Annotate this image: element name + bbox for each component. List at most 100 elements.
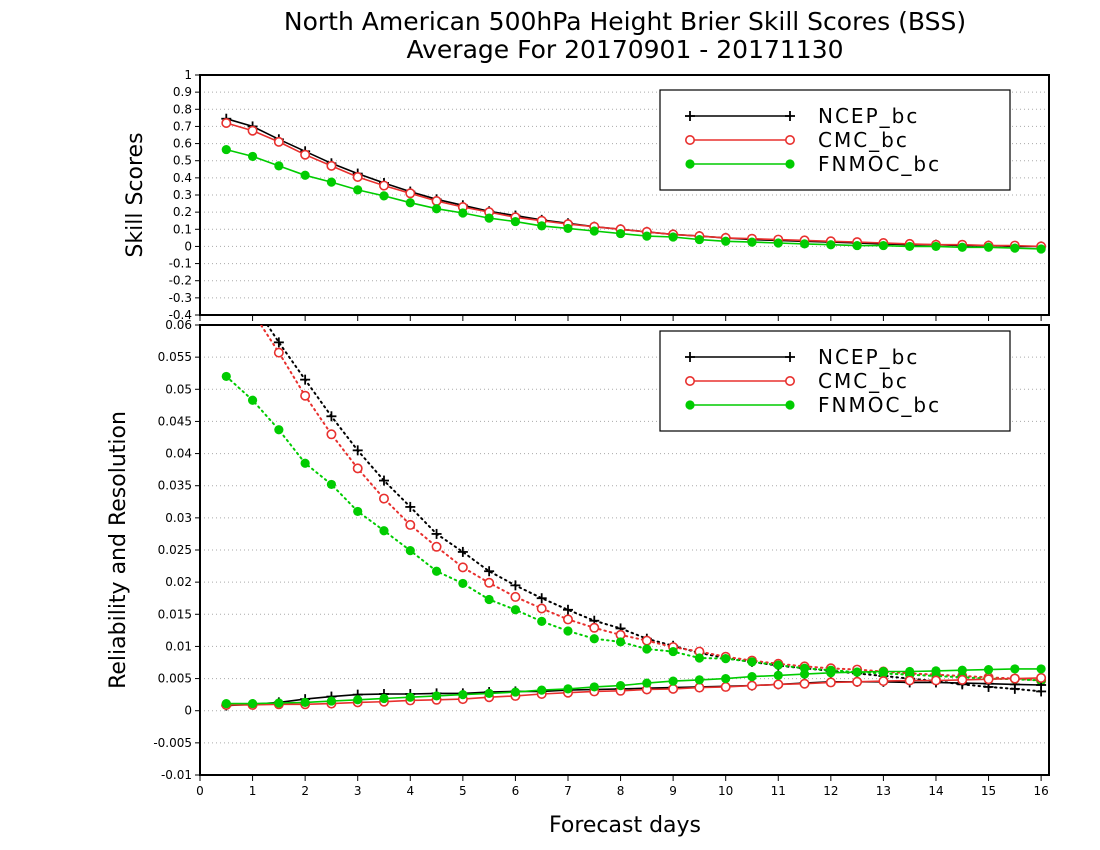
top-y-tick-label: 0.4 — [173, 171, 192, 185]
bottom-data-point-CMC_bc — [431, 541, 442, 552]
bottom-data-point-FNMOC_bc — [721, 654, 731, 664]
chart-title-line1: North American 500hPa Height Brier Skill… — [284, 7, 966, 36]
bottom-data-point-NCEP_bc — [484, 566, 495, 577]
bottom-data-point-FNMOC_bc — [484, 594, 494, 605]
bottom-legend-item-CMC_bc: CMC_bc — [684, 369, 907, 393]
bottom-data-point-FNMOC_bc — [852, 667, 862, 677]
x-tick-label: 8 — [617, 784, 625, 798]
bottom-data-point-CMC_bc — [904, 675, 915, 686]
bottom-legend-item-FNMOC_bc: FNMOC_bc — [685, 393, 939, 417]
top-y-tick-label: -0.3 — [169, 291, 192, 305]
skill-score-panel: -0.4 -0.3 -0.2 -0.1 0 0.1 0.2 0.3 0.4 0.5 0.6 0.7 0.… — [169, 68, 1050, 322]
bottom-series-group — [221, 325, 1047, 711]
top-data-point-FNMOC_bc — [694, 234, 705, 245]
bottom-data-point-FNMOC_bc — [274, 425, 284, 435]
x-tick-label: 12 — [823, 784, 838, 798]
bottom-data-point-FNMOC_bc — [563, 684, 573, 694]
top-data-point-CMC_bc — [431, 196, 442, 207]
bottom-data-point-FNMOC_bc — [1010, 664, 1020, 674]
top-y-tick-label: 0.9 — [173, 85, 192, 99]
x-tick-label: 14 — [928, 784, 943, 798]
top-y-tick-label: -0.1 — [169, 257, 192, 271]
top-y-tick-label: 0.5 — [173, 154, 192, 168]
bottom-series-line-FNMOC_bc — [225, 375, 1043, 682]
bottom-data-point-CMC_bc — [405, 519, 416, 530]
bottom-data-point-CMC_bc — [562, 614, 573, 625]
bottom-data-point-FNMOC_bc — [747, 672, 757, 682]
top-y-tick-label: -0.2 — [169, 274, 192, 288]
top-data-point-FNMOC_bc — [1010, 243, 1020, 253]
bottom-data-point-FNMOC_bc — [747, 657, 757, 667]
bottom-data-point-FNMOC_bc — [221, 699, 231, 709]
bottom-data-point-FNMOC_bc — [379, 693, 389, 704]
top-data-point-CMC_bc — [378, 180, 389, 191]
bottom-y-tick-label: 0.06 — [165, 318, 192, 332]
bottom-data-point-CMC_bc — [352, 463, 363, 474]
bottom-data-point-CMC_bc — [825, 677, 836, 688]
bottom-data-point-FNMOC_bc — [826, 668, 836, 678]
bottom-data-point-CMC_bc — [536, 603, 547, 614]
bottom-data-point-FNMOC_bc — [405, 546, 415, 556]
top-y-tick-label: 0.3 — [173, 188, 192, 202]
bottom-y-axis-label: Reliability and Resolution — [106, 411, 131, 689]
bottom-data-point-FNMOC_bc — [1036, 664, 1046, 674]
bottom-y-tick-label: 0.015 — [158, 607, 192, 621]
bottom-legend-label: NCEP_bc — [818, 345, 919, 369]
top-data-point-FNMOC_bc — [300, 170, 310, 180]
x-tick-label: 5 — [459, 784, 467, 798]
top-data-point-CMC_bc — [300, 149, 311, 160]
bottom-data-point-FNMOC_bc — [668, 646, 678, 657]
top-data-point-CMC_bc — [405, 188, 416, 199]
bottom-data-point-FNMOC_bc — [458, 690, 468, 700]
bottom-data-point-NCEP_bc — [405, 501, 416, 512]
bottom-data-point-FNMOC_bc — [983, 664, 994, 675]
bottom-data-point-FNMOC_bc — [773, 660, 783, 670]
top-data-point-FNMOC_bc — [773, 238, 783, 248]
bottom-data-point-CMC_bc — [983, 674, 994, 685]
top-data-point-FNMOC_bc — [931, 241, 941, 252]
bottom-y-tick-label: 0.01 — [165, 639, 192, 653]
top-legend-label: CMC_bc — [818, 128, 909, 152]
top-data-point-FNMOC_bc — [537, 221, 547, 231]
bottom-data-point-NCEP_bc — [300, 374, 311, 385]
top-data-point-FNMOC_bc — [405, 198, 415, 208]
top-data-point-FNMOC_bc — [353, 185, 363, 195]
top-y-tick-label: 0.7 — [173, 119, 192, 133]
bottom-y-tick-label: 0.045 — [158, 414, 192, 428]
x-tick-label: 15 — [981, 784, 996, 798]
bottom-data-point-NCEP_bc — [457, 546, 468, 557]
bottom-data-point-NCEP_bc — [378, 475, 389, 486]
top-data-point-FNMOC_bc — [458, 208, 468, 218]
bottom-data-point-FNMOC_bc — [458, 578, 468, 589]
x-tick-label: 10 — [718, 784, 733, 798]
bottom-data-point-NCEP_bc — [273, 337, 284, 348]
top-data-point-FNMOC_bc — [905, 241, 915, 252]
bottom-data-point-FNMOC_bc — [379, 526, 389, 536]
x-axis-label: Forecast days — [549, 813, 701, 838]
bottom-data-point-FNMOC_bc — [694, 653, 705, 663]
bottom-data-point-FNMOC_bc — [589, 634, 599, 644]
bottom-data-point-FNMOC_bc — [353, 695, 363, 705]
bottom-data-point-CMC_bc — [510, 591, 521, 602]
x-tick-label: 0 — [196, 784, 204, 798]
x-tick-label: 9 — [669, 784, 677, 798]
bottom-data-point-FNMOC_bc — [694, 675, 705, 685]
bottom-data-point-FNMOC_bc — [274, 698, 284, 708]
top-y-tick-label: -0.4 — [169, 308, 192, 322]
bottom-data-point-FNMOC_bc — [484, 688, 494, 698]
bottom-y-tick-label: 0.03 — [165, 511, 192, 525]
bottom-data-point-CMC_bc — [484, 577, 495, 588]
bottom-y-tick-label: 0.005 — [158, 672, 192, 686]
bottom-y-tick-label: 0.025 — [158, 543, 192, 557]
top-legend-label: NCEP_bc — [818, 104, 919, 128]
bottom-data-point-CMC_bc — [799, 678, 810, 689]
x-tick-label: 1 — [249, 784, 257, 798]
top-legend-item-FNMOC_bc: FNMOC_bc — [685, 152, 939, 176]
bottom-data-point-FNMOC_bc — [510, 605, 521, 615]
bottom-y-tick-label: 0.035 — [158, 479, 192, 493]
top-data-point-FNMOC_bc — [799, 239, 810, 249]
bottom-data-point-FNMOC_bc — [931, 666, 941, 676]
top-data-point-CMC_bc — [352, 172, 363, 183]
bottom-series-line-NCEP_bc — [266, 325, 1043, 693]
